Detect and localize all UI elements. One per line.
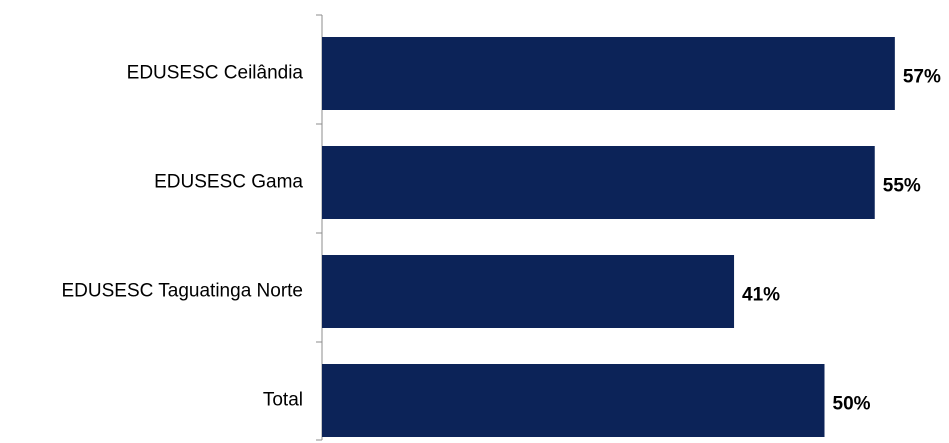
category-label: EDUSESC Taguatinga Norte — [62, 281, 304, 302]
value-label: 57% — [903, 67, 941, 88]
bar — [322, 146, 875, 219]
bar — [322, 255, 735, 328]
category-label: Total — [263, 390, 303, 411]
value-label: 55% — [883, 176, 921, 197]
bar — [322, 37, 895, 110]
value-label: 50% — [833, 394, 871, 415]
bar — [322, 364, 825, 437]
category-label: EDUSESC Gama — [154, 172, 303, 193]
value-label: 41% — [742, 285, 780, 306]
category-label: EDUSESC Ceilândia — [127, 63, 304, 84]
